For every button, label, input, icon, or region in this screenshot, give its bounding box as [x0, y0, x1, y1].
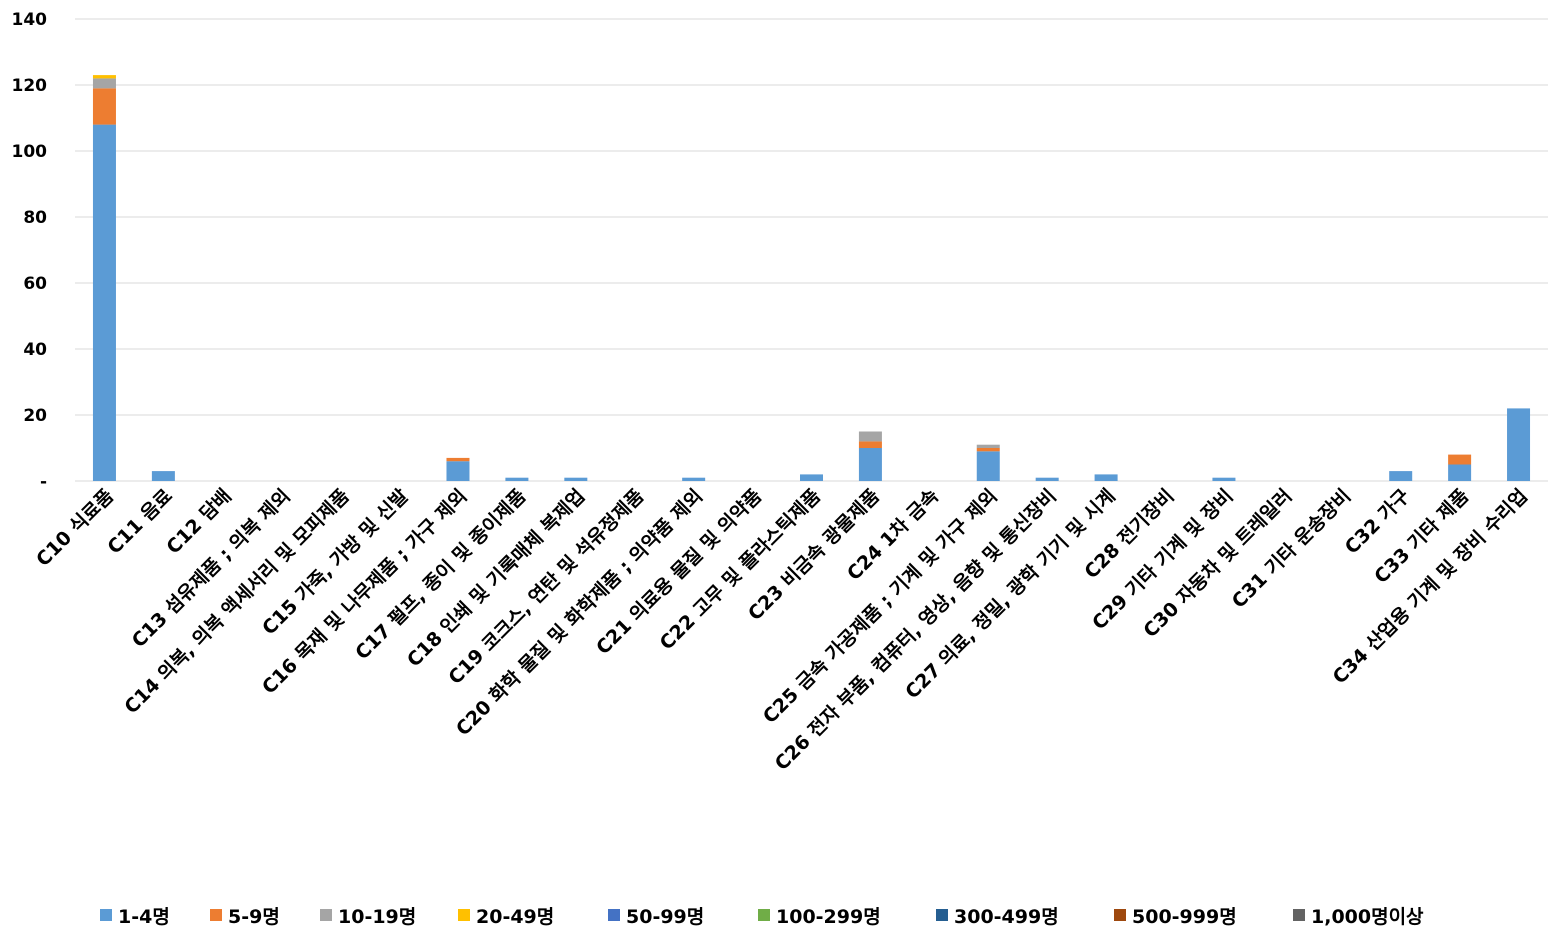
- bar-segment: [505, 477, 529, 481]
- legend-label: 50-99명: [626, 906, 704, 928]
- legend-label: 1-4명: [118, 906, 170, 928]
- bar-segment: [682, 477, 706, 481]
- legend-swatch: [758, 909, 770, 921]
- y-tick-label: -: [40, 472, 47, 492]
- bar-segment: [151, 471, 175, 481]
- bar-segment: [92, 88, 116, 125]
- bar-segment: [976, 444, 1000, 448]
- bar-segment: [858, 431, 882, 442]
- bar-segment: [1507, 408, 1531, 481]
- bar-segment: [858, 448, 882, 481]
- legend-swatch: [608, 909, 620, 921]
- x-category-label: C26 전자 부품, 컴퓨터, 영상, 음향 및 통신장비: [771, 485, 1061, 775]
- bar-segment: [92, 75, 116, 79]
- bar-segment: [1389, 471, 1413, 481]
- legend-label: 300-499명: [954, 906, 1059, 928]
- y-tick-label: 120: [12, 76, 48, 96]
- y-tick-label: 80: [23, 208, 47, 228]
- y-tick-label: 100: [12, 142, 48, 162]
- legend-swatch: [936, 909, 948, 921]
- bar-segment: [446, 457, 470, 462]
- legend-label: 20-49명: [476, 906, 554, 928]
- bar-segment: [1212, 477, 1236, 481]
- legend-swatch: [1293, 909, 1305, 921]
- bar-segment: [800, 474, 823, 481]
- legend-label: 100-299명: [776, 906, 881, 928]
- bar-segment: [1448, 464, 1472, 481]
- x-category-label: C27 의료, 정밀, 광학 기기 및 시계: [901, 485, 1119, 703]
- y-tick-label: 60: [23, 274, 47, 294]
- legend-swatch: [210, 909, 222, 921]
- legend-label: 5-9명: [228, 906, 280, 928]
- bar-segment: [1094, 474, 1118, 481]
- y-tick-label: 20: [23, 406, 47, 426]
- bar-segment: [976, 448, 1000, 452]
- legend-swatch: [458, 909, 470, 921]
- bar-segment: [446, 461, 470, 481]
- bar-segment: [92, 124, 116, 481]
- bar-segment: [564, 477, 588, 481]
- bar-segment: [1035, 477, 1059, 481]
- y-tick-label: 140: [12, 10, 48, 30]
- bar-segment: [858, 441, 882, 448]
- bar-segment: [1448, 454, 1472, 465]
- bar-segment: [92, 78, 116, 89]
- x-category-label: C10 식료품: [32, 485, 118, 571]
- legend-swatch: [100, 909, 112, 921]
- legend-label: 1,000명이상: [1311, 906, 1424, 928]
- legend-label: 500-999명: [1132, 906, 1237, 928]
- legend-label: 10-19명: [338, 906, 416, 928]
- legend-swatch: [1114, 909, 1126, 921]
- legend-swatch: [320, 909, 332, 921]
- y-tick-label: 40: [23, 340, 47, 360]
- bar-segment: [976, 451, 1000, 481]
